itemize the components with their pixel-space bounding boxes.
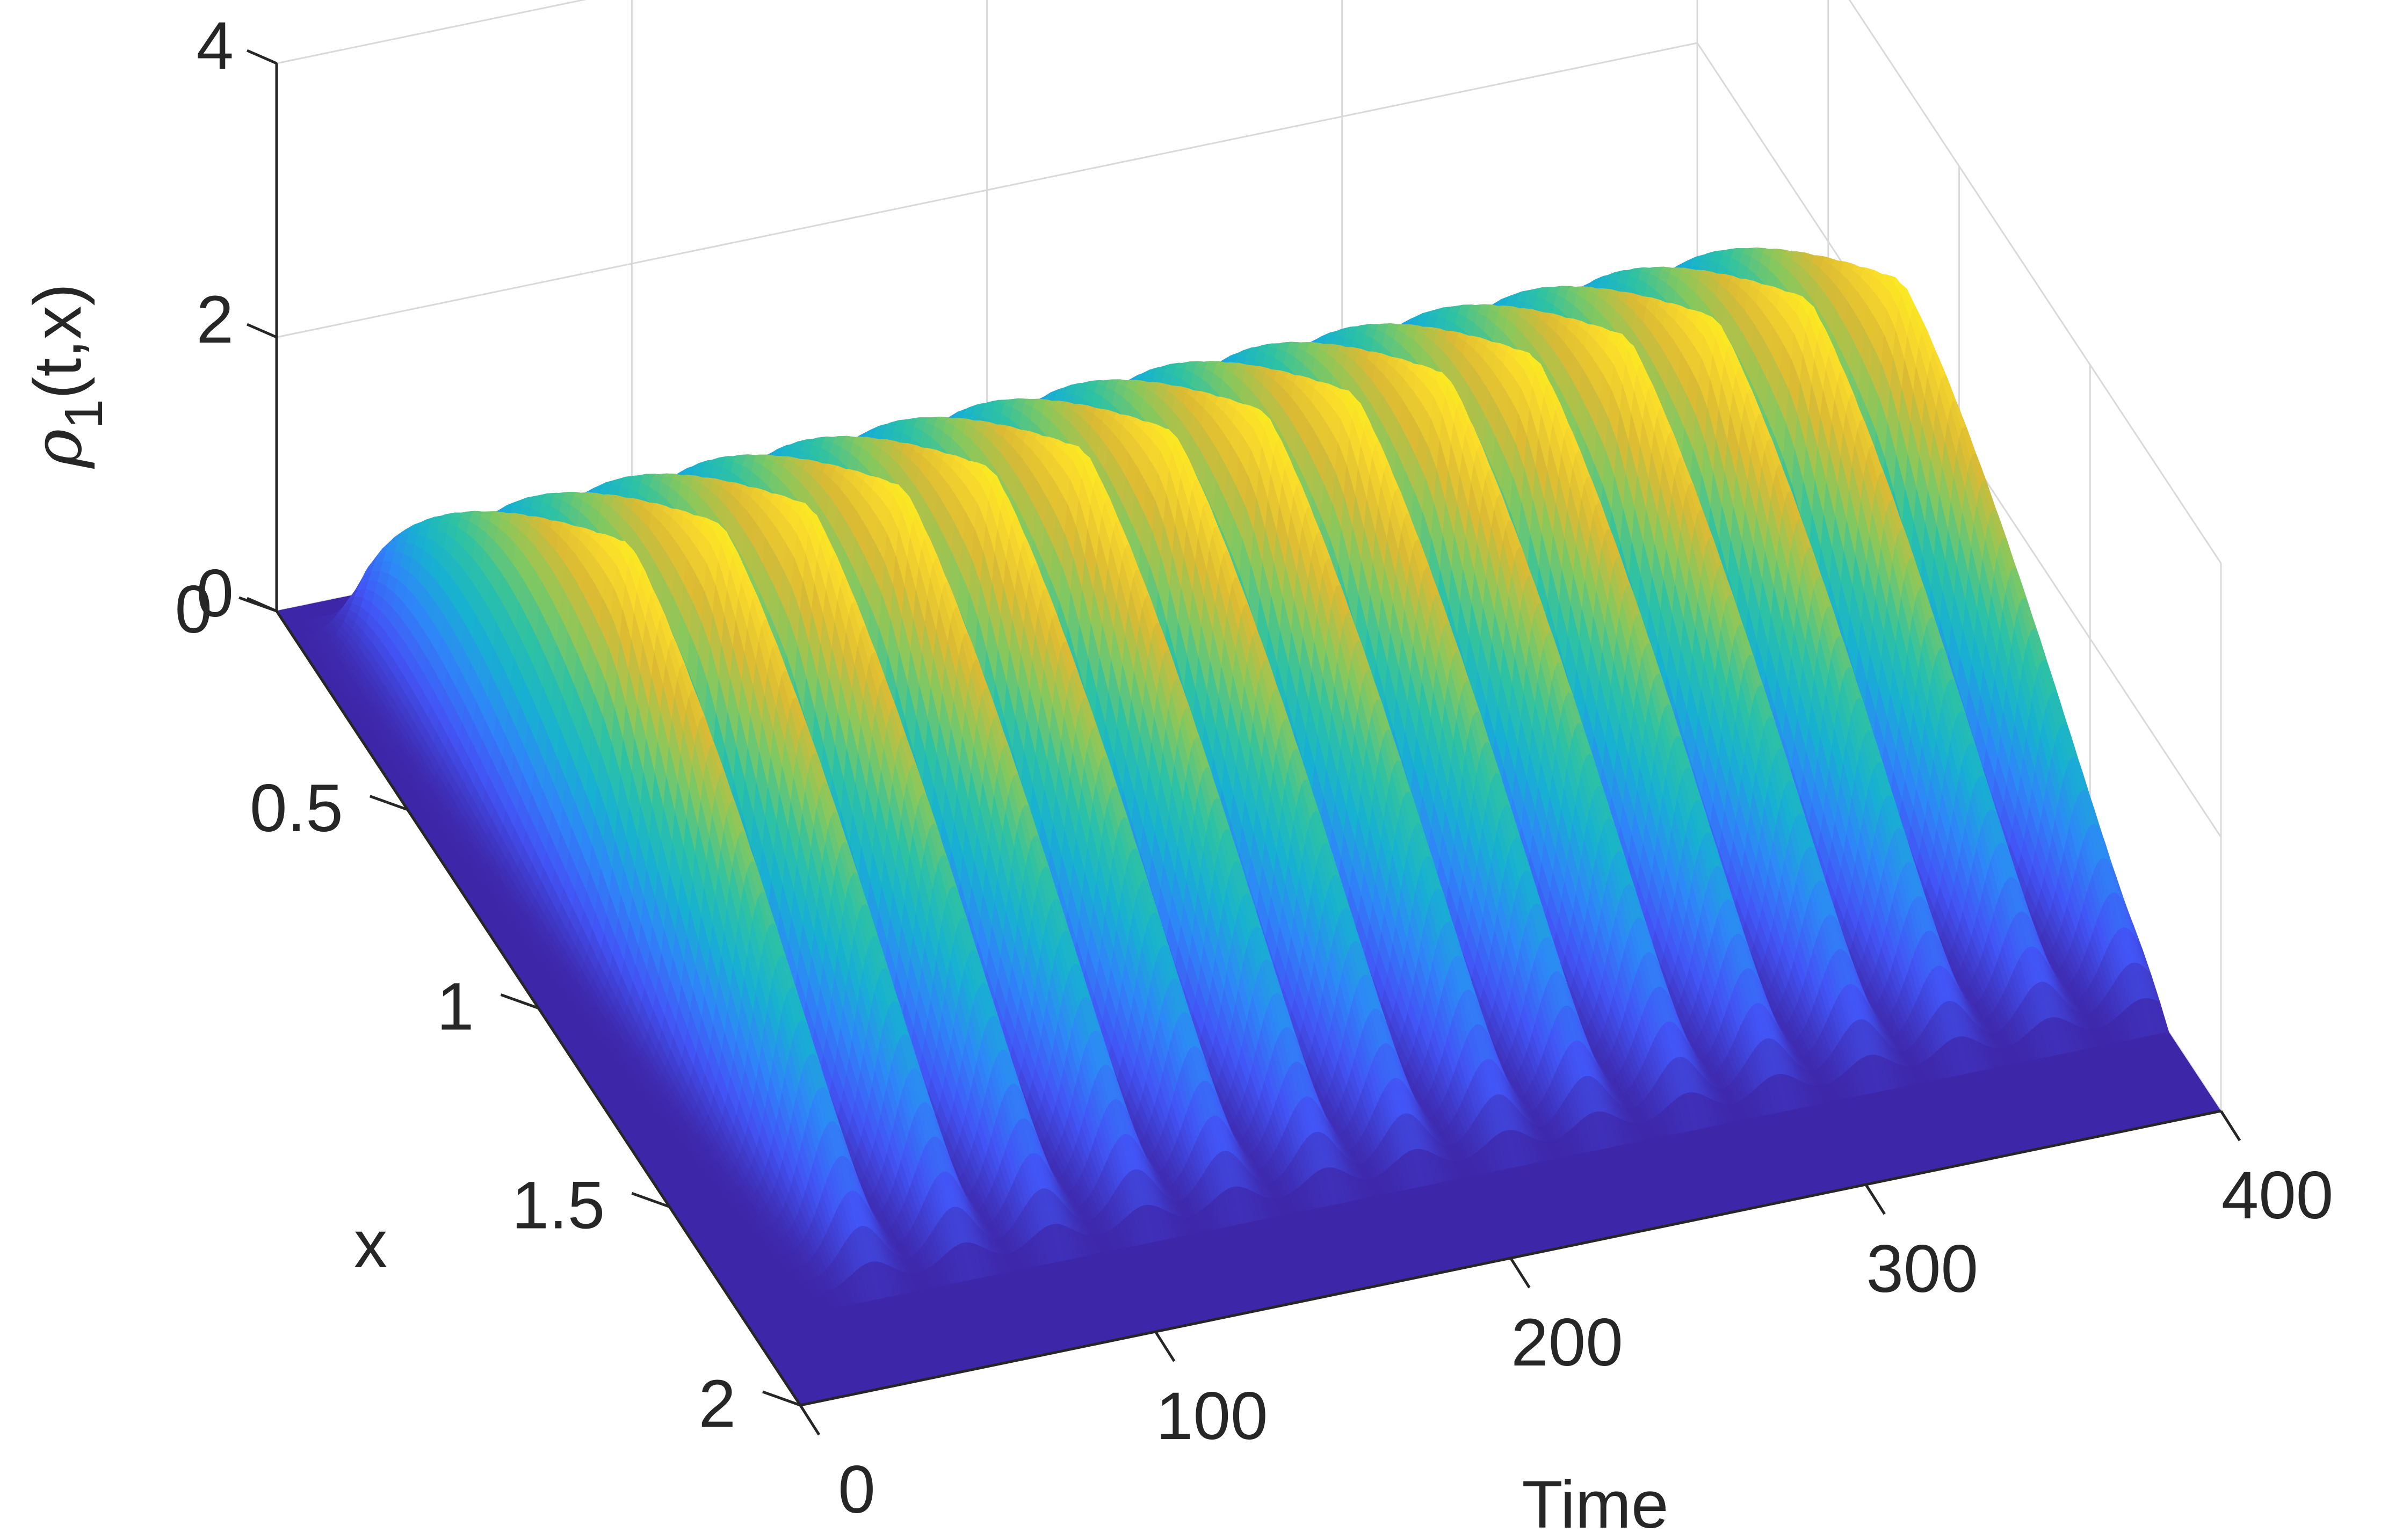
surface-plot xyxy=(276,247,2221,1405)
grid-line xyxy=(276,0,587,64)
